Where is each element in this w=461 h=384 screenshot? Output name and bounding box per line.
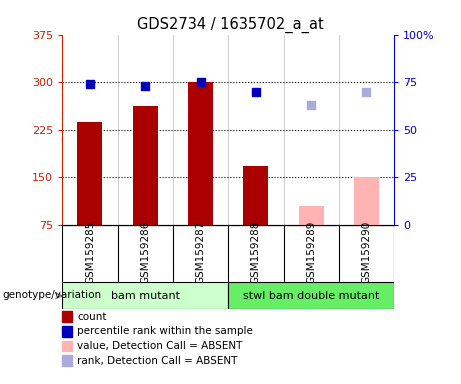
Text: genotype/variation: genotype/variation [2,290,101,300]
Point [252,89,260,95]
Bar [188,82,213,225]
Text: percentile rank within the sample: percentile rank within the sample [77,326,253,336]
Bar [133,106,158,225]
Text: rank, Detection Call = ABSENT: rank, Detection Call = ABSENT [77,356,237,366]
Point [307,102,315,108]
Bar [243,166,268,225]
Text: GSM159289: GSM159289 [306,220,316,284]
Text: count: count [77,312,106,322]
Text: bam mutant: bam mutant [111,291,180,301]
Text: GSM159286: GSM159286 [140,220,150,284]
Text: GSM159285: GSM159285 [85,220,95,284]
Text: value, Detection Call = ABSENT: value, Detection Call = ABSENT [77,341,242,351]
Text: GSM159287: GSM159287 [195,220,206,284]
Bar [228,282,394,309]
Point [142,83,149,89]
Text: GDS2734 / 1635702_a_at: GDS2734 / 1635702_a_at [137,17,324,33]
Point [363,89,370,95]
Bar [354,177,379,225]
Bar [77,122,102,225]
Text: stwl bam double mutant: stwl bam double mutant [243,291,379,301]
Bar [299,206,324,225]
Point [86,81,94,87]
Text: GSM159288: GSM159288 [251,220,261,284]
Bar [62,282,228,309]
Point [197,79,204,85]
Text: GSM159290: GSM159290 [361,221,372,284]
